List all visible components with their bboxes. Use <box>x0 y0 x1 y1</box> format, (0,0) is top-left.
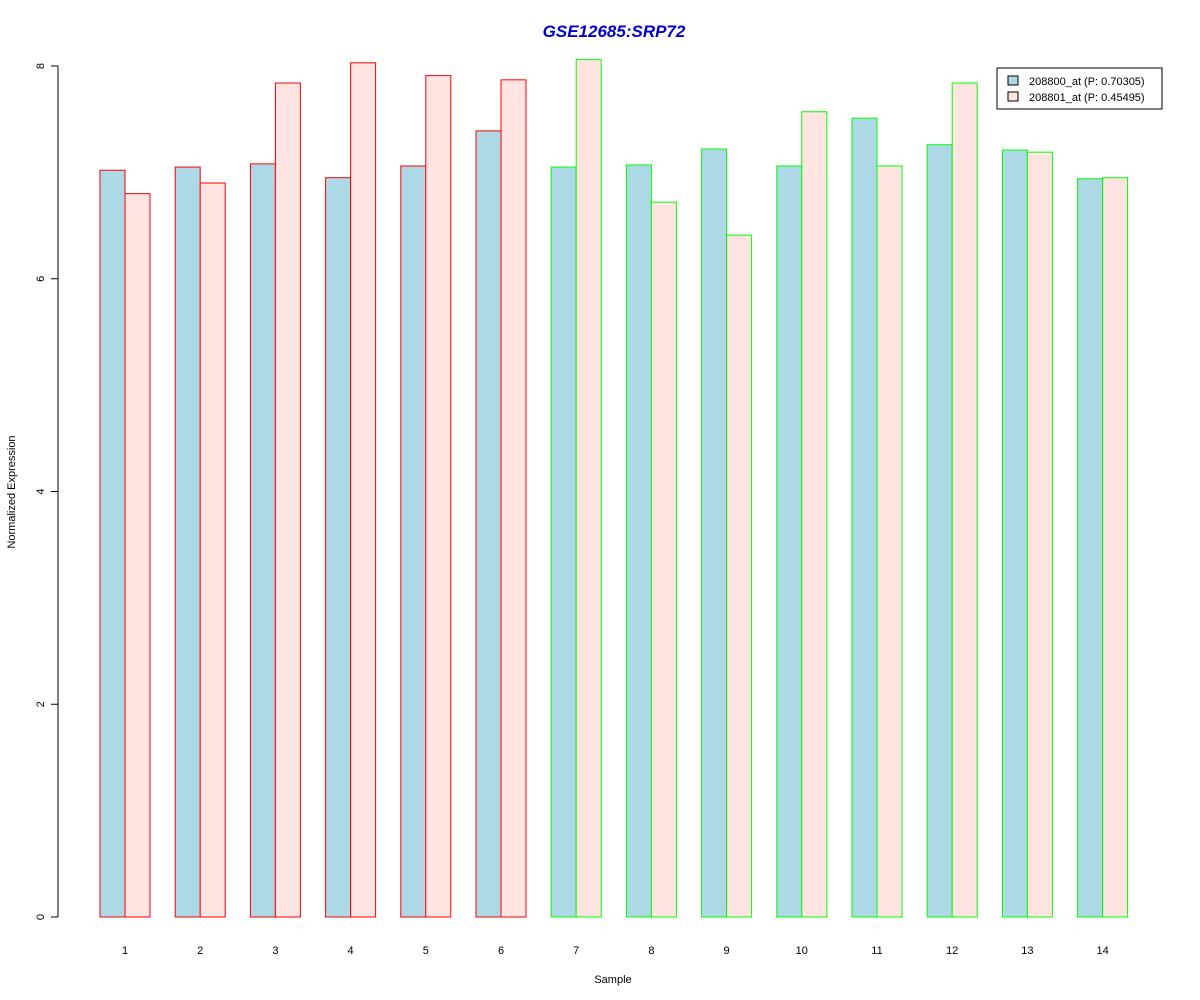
bar-sample-9-series-1 <box>701 148 728 918</box>
bar-sample-7-series-1 <box>550 166 577 918</box>
x-tick-label: 7 <box>573 945 579 957</box>
bars-group <box>99 59 1129 918</box>
bar-sample-1-series-2 <box>124 193 151 918</box>
bar-sample-12-series-2 <box>951 82 978 918</box>
bar-sample-10-series-2 <box>801 111 828 918</box>
bar-sample-14-series-2 <box>1102 177 1129 918</box>
bar-sample-7-series-2 <box>575 59 602 918</box>
y-tick-label: 6 <box>35 276 47 282</box>
y-axis-label: Normalized Expression <box>6 435 18 548</box>
bar-sample-1-series-1 <box>99 169 126 918</box>
x-tick-label: 11 <box>871 945 882 957</box>
bar-sample-3-series-1 <box>249 163 276 918</box>
legend: 208800_at (P: 0.70305) 208801_at (P: 0.4… <box>996 67 1163 110</box>
legend-swatch-208801 <box>1007 91 1019 102</box>
x-tick-label: 8 <box>648 945 654 957</box>
x-axis-tick-labels: 1 2 3 4 5 6 7 8 9 10 11 12 13 14 <box>122 945 1109 957</box>
bar-sample-5-series-1 <box>400 165 427 918</box>
bar-sample-2-series-2 <box>199 182 226 918</box>
bar-sample-9-series-2 <box>726 234 753 918</box>
bar-sample-12-series-1 <box>926 144 953 918</box>
x-tick-label: 4 <box>348 945 354 957</box>
x-tick-label: 14 <box>1096 945 1108 957</box>
bar-sample-5-series-2 <box>425 75 452 918</box>
legend-label-208801: 208801_at (P: 0.45495) <box>1029 92 1145 104</box>
y-tick-label: 4 <box>35 488 47 494</box>
bar-sample-6-series-1 <box>475 130 502 918</box>
x-tick-label: 3 <box>272 945 278 957</box>
x-tick-label: 1 <box>122 945 128 957</box>
bar-sample-13-series-2 <box>1026 151 1053 918</box>
bar-sample-14-series-1 <box>1077 178 1104 918</box>
x-tick-label: 9 <box>724 945 730 957</box>
bar-sample-6-series-2 <box>500 79 527 918</box>
bar-sample-11-series-2 <box>876 165 903 918</box>
x-tick-label: 5 <box>423 945 429 957</box>
y-axis-ticks: 0 2 4 6 8 <box>35 63 58 920</box>
bar-sample-8-series-1 <box>625 164 652 918</box>
y-tick-label: 8 <box>35 63 47 69</box>
x-axis-label: Sample <box>594 974 631 986</box>
legend-label-208800: 208800_at (P: 0.70305) <box>1029 76 1145 88</box>
x-tick-label: 6 <box>498 945 504 957</box>
x-tick-label: 12 <box>946 945 958 957</box>
bar-sample-13-series-1 <box>1001 149 1028 918</box>
bar-sample-3-series-2 <box>274 82 301 918</box>
bar-sample-4-series-2 <box>350 62 377 918</box>
x-tick-label: 10 <box>796 945 808 957</box>
bar-sample-2-series-1 <box>174 166 201 918</box>
chart-title: GSE12685:SRP72 <box>543 22 686 41</box>
x-tick-label: 2 <box>197 945 203 957</box>
legend-swatch-208800 <box>1007 75 1019 86</box>
bar-sample-10-series-1 <box>776 165 803 918</box>
legend-box <box>996 67 1163 110</box>
x-tick-label: 13 <box>1021 945 1033 957</box>
y-tick-label: 0 <box>35 914 47 920</box>
bar-sample-11-series-1 <box>851 117 878 918</box>
bar-sample-8-series-2 <box>650 201 677 918</box>
y-tick-label: 2 <box>35 701 47 707</box>
bar-sample-4-series-1 <box>325 177 352 918</box>
